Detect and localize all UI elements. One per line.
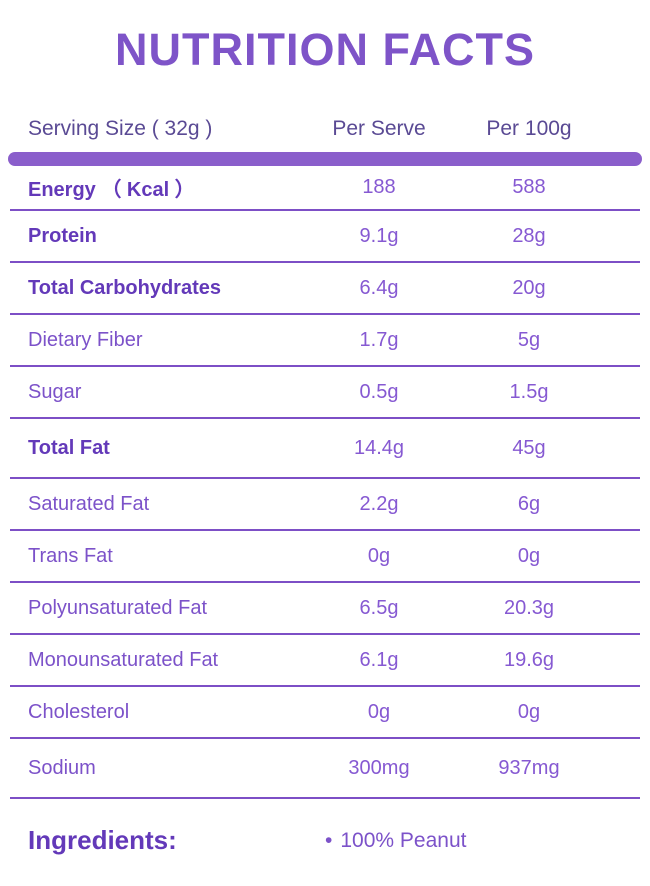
page-title: NUTRITION FACTS: [115, 24, 535, 75]
row-label: Total Fat: [28, 436, 110, 459]
per-100g-value: 20g: [512, 276, 546, 299]
per-serve-value: 0g: [367, 544, 391, 567]
per-100g-value: 1.5g: [509, 380, 549, 403]
per-serve-value: 2.2g: [359, 492, 399, 515]
per-serve-value: 188: [362, 176, 396, 198]
row-label: Trans Fat: [28, 544, 113, 567]
per-100g-value: 28g: [512, 224, 546, 247]
table-row-protein: Protein 9.1g 28g: [10, 211, 640, 263]
per-serve-value: 1.7g: [359, 328, 399, 351]
per-100g-value: 6g: [517, 492, 541, 515]
table-row-dietary-fiber: Dietary Fiber 1.7g 5g: [10, 315, 640, 367]
row-label: Sugar: [28, 380, 82, 403]
serving-size-header: Serving Size ( 32g ): [28, 117, 213, 140]
table-row-monounsaturated-fat: Monounsaturated Fat 6.1g 19.6g: [10, 635, 640, 687]
row-label: Cholesterol: [28, 700, 130, 723]
table-row-saturated-fat: Saturated Fat 2.2g 6g: [10, 479, 640, 531]
per-serve-value: 6.4g: [359, 276, 399, 299]
table-row-cholesterol: Cholesterol 0g 0g: [10, 687, 640, 739]
table-row-total-fat: Total Fat 14.4g 45g: [10, 419, 640, 479]
row-label: Total Carbohydrates: [28, 276, 221, 299]
per-100g-value: 937mg: [498, 756, 560, 779]
per-serve-value: 14.4g: [353, 436, 405, 459]
nutrition-facts-label: NUTRITION FACTS Serving Size ( 32g ) Per…: [0, 24, 650, 886]
per-100g-value: 20.3g: [503, 596, 555, 619]
row-label: Energy （ Kcal ）: [28, 179, 195, 201]
per-100g-value: 0g: [517, 544, 541, 567]
per-serve-value: 6.1g: [359, 648, 399, 671]
per-serve-value: 9.1g: [359, 224, 399, 247]
row-label: Sodium: [28, 756, 96, 779]
ingredients-section: Ingredients: • 100% Peanut: [10, 825, 640, 856]
row-label: Protein: [28, 224, 97, 247]
per-serve-value: 0.5g: [359, 380, 399, 403]
per-serve-value: 300mg: [348, 756, 410, 779]
per-100g-value: 5g: [517, 328, 541, 351]
table-row-sugar: Sugar 0.5g 1.5g: [10, 367, 640, 419]
row-label: Dietary Fiber: [28, 328, 143, 351]
per-serve-header: Per Serve: [332, 117, 426, 140]
table-row-polyunsaturated-fat: Polyunsaturated Fat 6.5g 20.3g: [10, 583, 640, 635]
bullet-icon: •: [325, 828, 333, 852]
header-divider-bar: [8, 152, 642, 166]
ingredients-label: Ingredients:: [28, 825, 177, 855]
row-label: Saturated Fat: [28, 492, 150, 515]
per-100g-value: 588: [512, 176, 546, 198]
per-serve-value: 6.5g: [359, 596, 399, 619]
table-row-total-carbohydrates: Total Carbohydrates 6.4g 20g: [10, 263, 640, 315]
per-100g-value: 19.6g: [503, 648, 555, 671]
row-label: Polyunsaturated Fat: [28, 596, 207, 619]
ingredient-item: • 100% Peanut: [325, 829, 466, 853]
ingredient-text: 100% Peanut: [340, 828, 467, 852]
table-header-row: Serving Size ( 32g ) Per Serve Per 100g: [10, 114, 640, 144]
per-100g-header: Per 100g: [486, 117, 572, 140]
per-serve-value: 0g: [367, 700, 391, 723]
per-100g-value: 45g: [512, 436, 546, 459]
row-label: Monounsaturated Fat: [28, 648, 219, 671]
table-row-energy: Energy （ Kcal ） 188 588: [10, 166, 640, 211]
table-row-trans-fat: Trans Fat 0g 0g: [10, 531, 640, 583]
per-100g-value: 0g: [517, 700, 541, 723]
table-row-sodium: Sodium 300mg 937mg: [10, 739, 640, 799]
